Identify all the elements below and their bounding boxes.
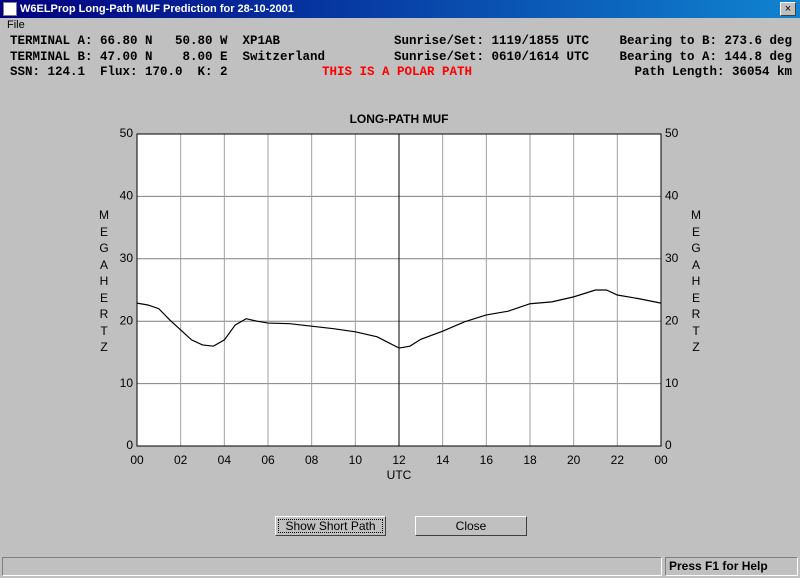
muf-line: [136, 289, 662, 349]
x-tick-label: 00: [654, 453, 668, 467]
status-bar: [2, 557, 662, 576]
y-tick-label-right: 40: [665, 189, 679, 203]
x-tick-label: 12: [392, 453, 406, 467]
window-title: W6ELProp Long-Path MUF Prediction for 28…: [20, 3, 294, 15]
terminal-b: TERMINAL B: 47.00 N 8.00 E Switzerland: [10, 50, 326, 64]
y-tick-label: 40: [120, 189, 134, 203]
bearing-a: Bearing to A: 144.8 deg: [619, 50, 792, 64]
sunrise-a: Sunrise/Set: 1119/1855 UTC: [394, 34, 590, 48]
x-tick-label: 20: [567, 453, 581, 467]
x-tick-label: 22: [611, 453, 625, 467]
x-tick-label: 06: [261, 453, 275, 467]
close-button[interactable]: Close: [415, 516, 527, 536]
x-tick-label: 14: [436, 453, 450, 467]
status-help: Press F1 for Help: [665, 557, 798, 576]
show-short-path-button[interactable]: Show Short Path: [275, 516, 386, 536]
y-tick-label: 30: [120, 251, 134, 265]
x-tick-label: 18: [523, 453, 537, 467]
terminal-a: TERMINAL A: 66.80 N 50.80 W XP1AB: [10, 34, 281, 48]
menu-file[interactable]: File: [7, 19, 25, 31]
conditions: SSN: 124.1 Flux: 170.0 K: 2: [10, 65, 228, 79]
polar-note: THIS IS A POLAR PATH: [322, 65, 473, 79]
chart-title: LONG-PATH MUF: [350, 112, 449, 126]
app-icon: [3, 2, 17, 16]
title-bar: W6ELProp Long-Path MUF Prediction for 28…: [0, 0, 800, 18]
x-axis-label: UTC: [387, 468, 412, 482]
x-tick-label: 00: [130, 453, 144, 467]
y-tick-label: 10: [120, 376, 134, 390]
y-tick-label-right: 50: [665, 126, 679, 140]
path-length: Path Length: 36054 km: [634, 65, 792, 79]
y-tick-label: 20: [120, 313, 134, 327]
x-tick-label: 08: [305, 453, 319, 467]
y-tick-label-right: 0: [665, 438, 672, 452]
sunrise-b: Sunrise/Set: 0610/1614 UTC: [394, 50, 590, 64]
y-tick-label-right: 20: [665, 313, 679, 327]
y-tick-label: 0: [126, 438, 133, 452]
bearing-b: Bearing to B: 273.6 deg: [619, 34, 792, 48]
x-tick-label: 10: [349, 453, 363, 467]
x-tick-label: 04: [218, 453, 232, 467]
plot-border: [136, 133, 662, 447]
y-axis-label: MEGAHERTZ: [99, 208, 109, 354]
y-tick-label-right: 30: [665, 251, 679, 265]
y-axis-label-right: MEGAHERTZ: [691, 208, 701, 354]
close-window-button[interactable]: ×: [780, 2, 796, 16]
y-tick-label-right: 10: [665, 376, 679, 390]
x-tick-label: 16: [480, 453, 494, 467]
x-tick-label: 02: [174, 453, 188, 467]
y-tick-label: 50: [120, 126, 134, 140]
